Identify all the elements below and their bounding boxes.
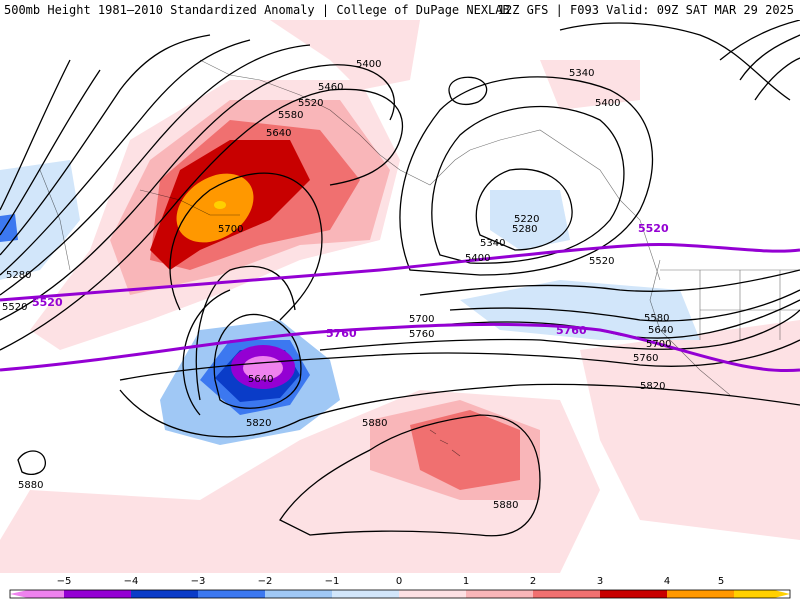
pos-anomaly-4 bbox=[176, 173, 254, 243]
contour-label: 5820 bbox=[640, 381, 665, 392]
contour-label: 5280 bbox=[512, 224, 537, 235]
contour-label: 5520 bbox=[589, 256, 614, 267]
height-contours bbox=[0, 20, 800, 537]
tick-label: −1 bbox=[325, 576, 340, 587]
contour-label: 5760 bbox=[633, 353, 658, 364]
tick-label: −3 bbox=[191, 576, 206, 587]
contour-label: 5400 bbox=[465, 253, 490, 264]
state-lines bbox=[699, 270, 800, 340]
contour-label: 5460 bbox=[318, 82, 343, 93]
tick-label: 4 bbox=[664, 576, 670, 587]
bc-coast bbox=[469, 129, 661, 281]
neg-anomaly-weak-west bbox=[0, 160, 80, 280]
contour-label: 5340 bbox=[569, 68, 594, 79]
colorbar-swatches bbox=[9, 589, 791, 599]
tick-label: 5 bbox=[718, 576, 724, 587]
us-west-coast bbox=[649, 259, 731, 396]
contour-label: 5520 bbox=[298, 98, 323, 109]
contour-label: 5820 bbox=[246, 418, 271, 429]
contour-label: 5280 bbox=[6, 270, 31, 281]
contour-label: 5880 bbox=[362, 418, 387, 429]
contour-label: 5640 bbox=[266, 128, 291, 139]
contour-labels: 5400 5460 5520 5580 5640 5700 5280 5520 … bbox=[2, 59, 673, 511]
tick-label: 3 bbox=[597, 576, 603, 587]
neg-anomaly-weak-ne bbox=[490, 190, 570, 250]
tick-label: 0 bbox=[396, 576, 402, 587]
tick-label: −2 bbox=[258, 576, 273, 587]
contour-5760-highlight bbox=[0, 322, 800, 373]
contour-label: 5580 bbox=[278, 110, 303, 121]
tick-label: 1 bbox=[463, 576, 469, 587]
tick-label: 2 bbox=[530, 576, 536, 587]
pos-anomaly-weak-north bbox=[270, 20, 420, 90]
pos-anomaly-weak-east bbox=[580, 320, 800, 540]
contour-5520-highlight bbox=[0, 243, 800, 302]
contour-label: 5700 bbox=[218, 224, 243, 235]
anomaly-map: 5400 5460 5520 5580 5640 5700 5280 5520 … bbox=[0, 20, 800, 573]
contour-label: 5640 bbox=[648, 325, 673, 336]
contour-label: 5400 bbox=[595, 98, 620, 109]
contour-label: 5700 bbox=[409, 314, 434, 325]
hawaii bbox=[429, 429, 461, 457]
anomaly-shading bbox=[0, 20, 800, 573]
contour-label-highlight: 5520 bbox=[638, 222, 669, 235]
tick-label: −4 bbox=[124, 576, 139, 587]
run-valid-time: 12Z GFS | F093 Valid: 09Z SAT MAR 29 202… bbox=[497, 3, 794, 17]
contour-label-highlight: 5760 bbox=[326, 327, 357, 340]
map-header: 500mb Height 1981–2010 Standardized Anom… bbox=[0, 0, 800, 20]
contour-label-highlight: 5760 bbox=[556, 324, 587, 337]
contour-label: 5340 bbox=[480, 238, 505, 249]
contour-label: 5880 bbox=[493, 500, 518, 511]
pos-anomaly-5 bbox=[214, 201, 226, 209]
contour-label: 5520 bbox=[2, 302, 27, 313]
contour-label: 5700 bbox=[646, 339, 671, 350]
pos-anomaly-weak-ne bbox=[540, 60, 640, 110]
aleutians bbox=[139, 189, 240, 216]
contour-label: 5400 bbox=[356, 59, 381, 70]
contour-label: 5760 bbox=[409, 329, 434, 340]
map-title: 500mb Height 1981–2010 Standardized Anom… bbox=[4, 3, 510, 17]
contour-label: 5220 bbox=[514, 214, 539, 225]
kamchatka bbox=[39, 169, 71, 271]
colorbar-ticks: −5 −4 −3 −2 −1 0 1 2 3 4 5 bbox=[57, 576, 725, 587]
neg-anomaly-2-west bbox=[0, 214, 18, 242]
highlight-contours bbox=[0, 243, 800, 373]
pos-anomaly-2-south bbox=[410, 410, 520, 490]
contour-label: 5640 bbox=[248, 374, 273, 385]
colorbar: −5 −4 −3 −2 −1 0 1 2 3 4 5 bbox=[9, 576, 791, 599]
coastlines bbox=[39, 59, 800, 457]
alaska-coast bbox=[199, 59, 471, 186]
contour-label: 5580 bbox=[644, 313, 669, 324]
tick-label: −5 bbox=[57, 576, 72, 587]
contour-label: 5880 bbox=[18, 480, 43, 491]
contour-label-highlight: 5520 bbox=[32, 296, 63, 309]
